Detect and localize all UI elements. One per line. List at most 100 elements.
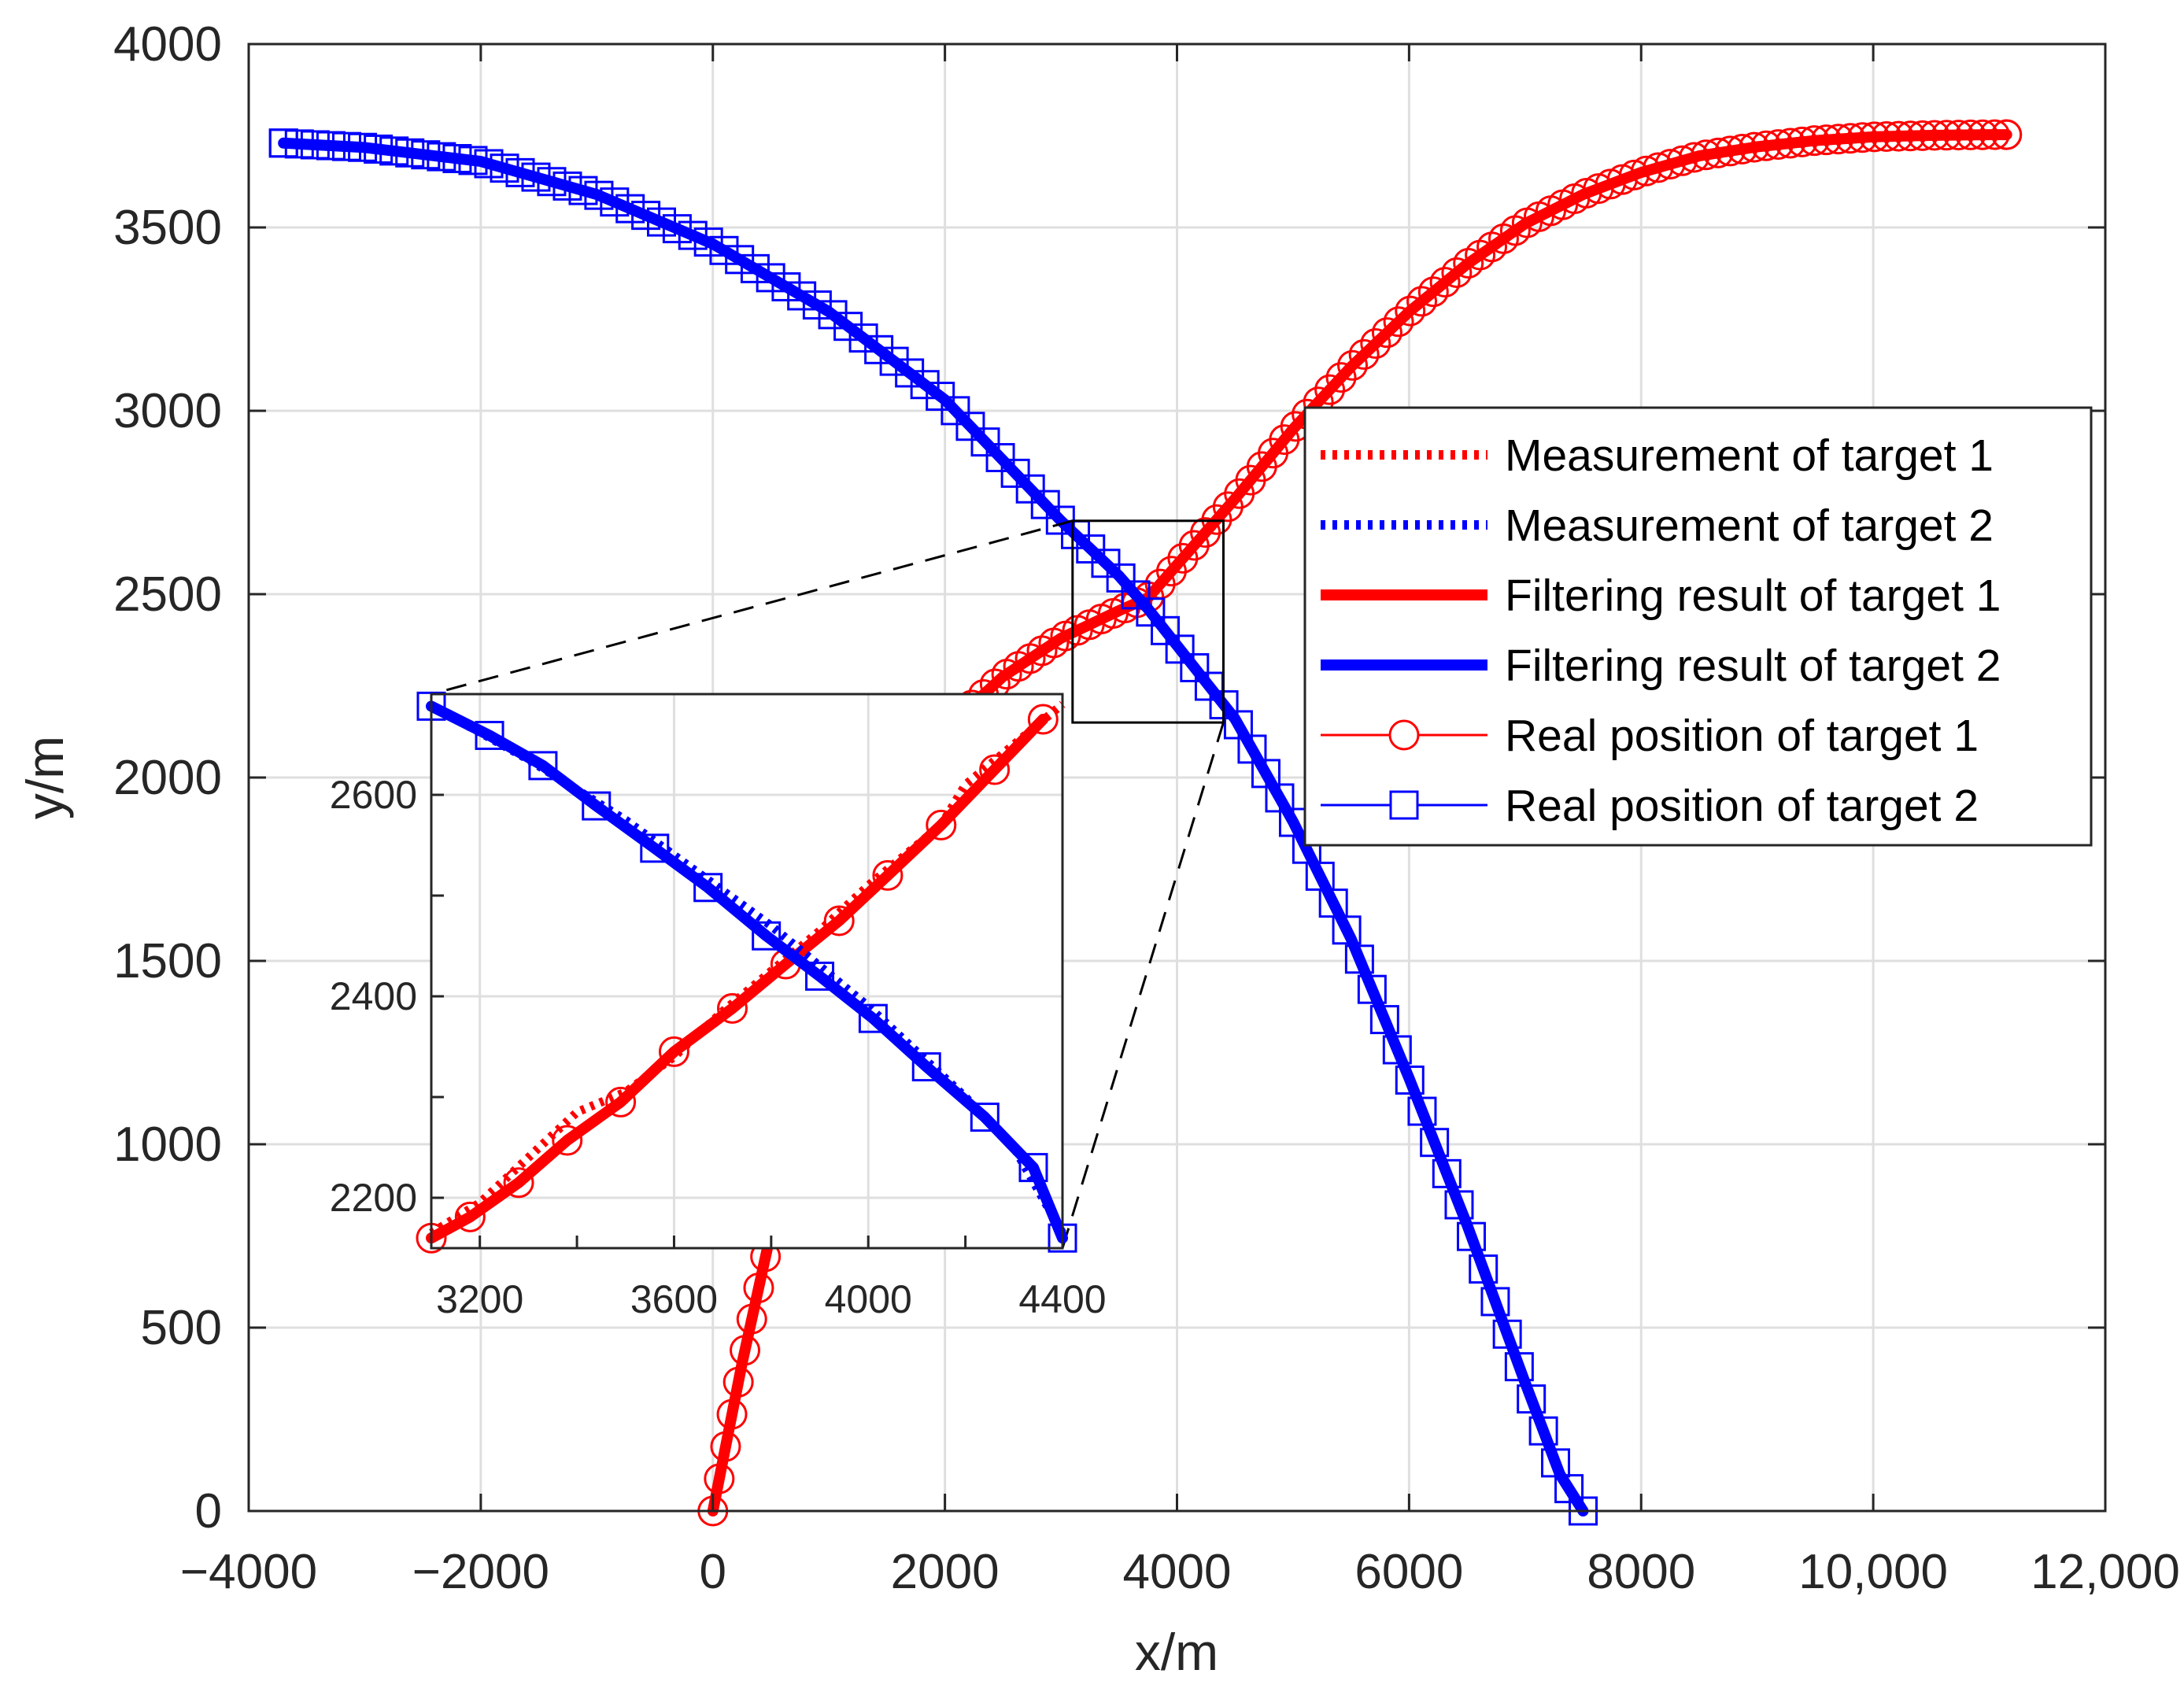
- marker-real2: [725, 245, 755, 275]
- zoom-box: [1071, 519, 1225, 724]
- marker-real2: [662, 214, 692, 244]
- inset-marker-real1: [658, 1036, 689, 1067]
- marker-real2: [771, 272, 801, 301]
- marker-real2: [740, 253, 770, 283]
- marker-real2: [379, 136, 409, 166]
- inset-marker-real1: [454, 1201, 486, 1232]
- legend: Measurement of target 1 Measurement of ta…: [1303, 406, 2093, 847]
- marker-real1: [1967, 119, 1998, 150]
- marker-real1: [743, 1272, 774, 1303]
- marker-real1: [1835, 123, 1866, 154]
- inset-marker-real1: [552, 1125, 583, 1156]
- inset-marker-real2: [1018, 1153, 1048, 1183]
- marker-real2: [268, 128, 298, 158]
- inset-marker-real2: [582, 791, 612, 821]
- marker-real1: [1406, 286, 1438, 317]
- marker-real2: [1469, 1254, 1498, 1284]
- marker-real1: [1955, 119, 1986, 150]
- inset-marker-real2: [693, 873, 723, 903]
- marker-real2: [411, 140, 441, 170]
- marker-real1: [1429, 267, 1461, 298]
- marker-real1: [1931, 120, 1962, 151]
- x-tick-label: −2000: [412, 1545, 549, 1599]
- legend-marker: [1389, 790, 1419, 820]
- marker-real2: [552, 171, 582, 201]
- inset-frame: [430, 693, 1064, 1250]
- marker-real1: [1714, 135, 1746, 167]
- marker-real2: [521, 162, 551, 192]
- marker-real2: [1106, 563, 1136, 593]
- x-tick-label: −4000: [180, 1545, 317, 1599]
- marker-real2: [787, 281, 817, 311]
- marker-real1: [736, 1303, 767, 1335]
- marker-real2: [818, 300, 848, 330]
- x-tick-label: 0: [700, 1545, 726, 1599]
- y-tick-label: 0: [195, 1484, 222, 1539]
- inset-x-tick-label: 4400: [1018, 1277, 1106, 1321]
- marker-real2: [1528, 1416, 1558, 1446]
- legend-label: Real position of target 2: [1505, 781, 1979, 831]
- marker-real2: [1492, 1319, 1522, 1349]
- inset-marker-real2: [475, 720, 504, 750]
- legend-item: Filtering result of target 2: [1321, 641, 2001, 691]
- inset-x-tick-label: 3600: [630, 1277, 718, 1321]
- marker-real2: [584, 180, 614, 210]
- legend-item: Real position of target 2: [1321, 781, 1979, 831]
- marker-real1: [704, 1463, 735, 1494]
- legend-item: Measurement of target 2: [1321, 501, 1994, 551]
- marker-real2: [864, 334, 894, 364]
- x-tick-label: 6000: [1354, 1545, 1463, 1599]
- inset-marker-real1: [503, 1167, 534, 1199]
- marker-real1: [710, 1431, 741, 1462]
- marker-real2: [615, 194, 645, 224]
- inset-series-meas1: [429, 700, 1066, 1237]
- inset-background: [431, 694, 1062, 1248]
- legend-item: Measurement of target 1: [1321, 430, 1994, 481]
- x-axis: −4000 −2000 0 2000 4000 6000 8000 10,000 12,000: [180, 44, 2180, 1599]
- inset-marker-real1: [823, 905, 855, 937]
- marker-real2: [395, 138, 425, 168]
- inset-marker-real2: [805, 961, 835, 991]
- marker-real2: [1357, 974, 1387, 1004]
- x-tick-label: 8000: [1587, 1545, 1695, 1599]
- marker-real2: [802, 290, 832, 320]
- marker-real2: [1091, 549, 1121, 578]
- marker-real2: [1444, 1190, 1474, 1220]
- marker-real2: [1420, 1128, 1450, 1158]
- marker-real2: [1517, 1384, 1547, 1414]
- marker-real1: [1702, 137, 1734, 168]
- y-tick-label: 4000: [113, 17, 222, 72]
- marker-real1: [1919, 120, 1950, 151]
- y-tick-label: 1500: [113, 934, 222, 988]
- marker-real2: [600, 187, 630, 217]
- legend-item: Filtering result of target 1: [1321, 571, 2001, 621]
- marker-real2: [678, 220, 708, 250]
- inset-x-axis: 3200 3600 4000 4400: [436, 1236, 1107, 1321]
- legend-label: Real position of target 1: [1505, 711, 1979, 761]
- y-axis-label: y/m: [16, 736, 74, 819]
- inset-marker-real2: [752, 921, 782, 951]
- marker-real1: [722, 1366, 754, 1398]
- marker-real2: [1165, 634, 1195, 664]
- y-tick-label: 3500: [113, 201, 222, 255]
- marker-real1: [1441, 257, 1473, 288]
- marker-real2: [568, 175, 598, 205]
- legend-item: Real position of target 1: [1321, 711, 1979, 761]
- inset-y-axis: 2200 2400 2600: [330, 693, 444, 1220]
- inset-marker-real2: [911, 1052, 941, 1082]
- marker-real2: [646, 207, 676, 237]
- inset-marker-real1: [926, 809, 957, 840]
- zoom-indicator: [431, 519, 1225, 1249]
- marker-real1: [1727, 133, 1758, 164]
- inset-plot: 3200 3600 4000 4400 2200 2400 2600: [330, 691, 1107, 1321]
- marker-real2: [970, 427, 1000, 457]
- marker-real2: [1432, 1158, 1462, 1188]
- marker-real1: [1337, 349, 1369, 381]
- marker-real1: [1417, 276, 1449, 308]
- marker-real2: [879, 346, 909, 376]
- marker-real2: [458, 146, 488, 175]
- marker-real1: [1991, 119, 2023, 150]
- marker-real1: [1871, 120, 1902, 152]
- marker-real2: [895, 358, 925, 388]
- y-tick-label: 2000: [113, 751, 222, 805]
